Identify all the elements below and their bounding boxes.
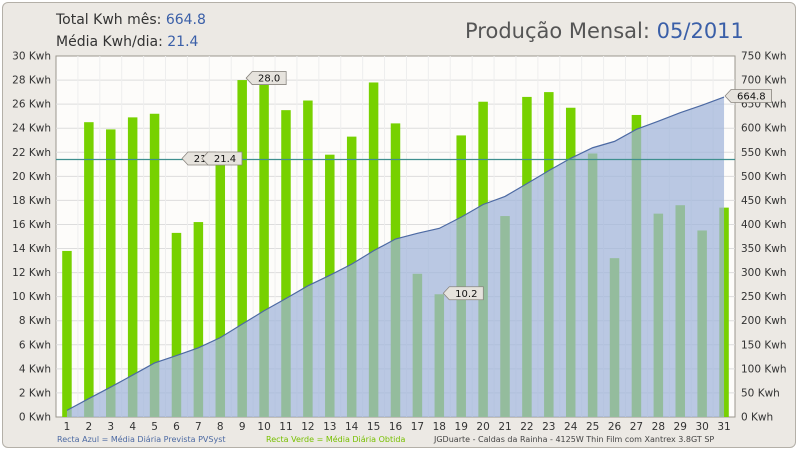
y-right-tick-label: 0 Kwh — [741, 412, 773, 424]
bar — [237, 80, 247, 418]
min-callout-label: 10.2 — [455, 289, 477, 300]
x-tick-label: 9 — [239, 421, 246, 433]
y-left-tick-label: 0 Kwh — [19, 412, 51, 424]
bar — [171, 232, 182, 417]
min-callout-label-box — [442, 286, 484, 301]
y-left-tick-label: 26 Kwh — [12, 99, 51, 111]
x-tick-label: 12 — [301, 421, 314, 433]
chart-title: Produção Mensal: 05/2011 — [465, 19, 744, 43]
y-left-tick-label: 18 Kwh — [12, 195, 51, 207]
x-tick-label: 24 — [564, 421, 578, 433]
y-right-tick-label: 450 Kwh — [741, 195, 787, 207]
bar — [281, 110, 291, 418]
y-left-tick-label: 6 Kwh — [19, 339, 51, 351]
y-right-tick-label: 100 Kwh — [741, 363, 787, 375]
x-tick-label: 28 — [652, 421, 665, 433]
y-right-tick-label: 50 Kwh — [741, 387, 780, 399]
total-kwh-line: Total Kwh mês: 664.8 — [56, 12, 206, 28]
bar — [127, 117, 138, 418]
y-left-tick-label: 24 Kwh — [12, 123, 51, 135]
y-left-tick-label: 8 Kwh — [19, 315, 51, 327]
chart-title-period: 05/2011 — [656, 19, 744, 43]
y-left-tick-label: 4 Kwh — [19, 363, 51, 375]
y-left-tick-label: 10 Kwh — [12, 291, 51, 303]
chart-credits: JGDuarte - Caldas da Rainha - 4125W Thin… — [434, 435, 715, 444]
bar — [259, 82, 269, 418]
x-tick-label: 18 — [433, 421, 446, 433]
total-callout-label-box — [724, 89, 772, 103]
x-tick-label: 30 — [695, 421, 708, 433]
avg-callout-label-right: 21.4 — [214, 154, 236, 165]
x-tick-label: 14 — [345, 421, 359, 433]
avg-callout-label-right-box — [201, 151, 243, 166]
bar — [84, 122, 94, 417]
y-left-tick-label: 22 Kwh — [12, 147, 51, 159]
x-tick-label: 17 — [411, 421, 424, 433]
bar — [368, 82, 379, 418]
y-right-tick-label: 400 Kwh — [741, 219, 787, 231]
x-tick-label: 21 — [498, 421, 511, 433]
x-tick-label: 11 — [279, 421, 292, 433]
avg-kwh-line: Média Kwh/dia: 21.4 — [56, 34, 198, 50]
x-tick-label: 2 — [86, 421, 93, 433]
avg-kwh-label: Média Kwh/dia: — [56, 34, 163, 50]
x-tick-label: 13 — [323, 421, 336, 433]
x-tick-label: 3 — [107, 421, 114, 433]
y-right-tick-label: 600 Kwh — [741, 123, 787, 135]
x-tick-label: 1 — [64, 421, 71, 433]
x-tick-label: 7 — [195, 421, 202, 433]
y-left-tick-label: 14 Kwh — [12, 243, 51, 255]
y-right-tick-label: 550 Kwh — [741, 147, 787, 159]
y-left-tick-label: 20 Kwh — [12, 171, 51, 183]
y-right-tick-label: 200 Kwh — [741, 315, 787, 327]
avg-kwh-value: 21.4 — [167, 34, 199, 50]
y-right-tick-label: 300 Kwh — [741, 267, 787, 279]
cumulative-line — [66, 96, 725, 411]
bar — [215, 163, 226, 417]
y-right-tick-label: 500 Kwh — [741, 171, 787, 183]
x-tick-label: 26 — [608, 421, 622, 433]
avg-callout-label-left: 21. — [194, 154, 210, 165]
total-callout-label: 664.8 — [737, 92, 766, 103]
y-right-tick-label: 150 Kwh — [741, 339, 787, 351]
y-right-tick-label: 250 Kwh — [741, 291, 787, 303]
y-left-tick-label: 30 Kwh — [12, 51, 51, 63]
green-line-legend: Recta Verde = Média Diária Obtida — [266, 435, 406, 444]
y-right-tick-label: 350 Kwh — [741, 243, 787, 255]
y-right-tick-label: 750 Kwh — [741, 51, 787, 63]
x-tick-label: 16 — [389, 421, 403, 433]
bar — [62, 250, 72, 417]
x-tick-label: 10 — [257, 421, 270, 433]
x-tick-label: 8 — [217, 421, 224, 433]
y-left-tick-label: 28 Kwh — [12, 75, 51, 87]
x-tick-label: 27 — [630, 421, 643, 433]
x-tick-label: 22 — [520, 421, 533, 433]
bar — [149, 113, 160, 417]
y-left-tick-label: 16 Kwh — [12, 219, 51, 231]
x-tick-label: 4 — [129, 421, 136, 433]
blue-line-legend: Recta Azul = Média Diária Prevista PVSys… — [57, 435, 226, 444]
bar — [303, 100, 313, 418]
bar — [193, 222, 204, 417]
bar — [106, 129, 116, 418]
chart-title-label: Produção Mensal: — [465, 19, 650, 43]
max-callout-label: 28.0 — [258, 74, 280, 85]
max-callout-label-box — [245, 71, 287, 85]
y-left-tick-label: 2 Kwh — [19, 387, 51, 399]
total-kwh-label: Total Kwh mês: — [56, 12, 162, 28]
x-tick-label: 6 — [173, 421, 180, 433]
y-right-tick-label: 700 Kwh — [741, 75, 787, 87]
x-tick-label: 29 — [674, 421, 687, 433]
cumulative-area — [66, 97, 725, 418]
x-tick-label: 5 — [151, 421, 158, 433]
total-kwh-value: 664.8 — [165, 12, 206, 28]
x-tick-label: 15 — [367, 421, 380, 433]
x-tick-label: 25 — [586, 421, 599, 433]
y-left-tick-label: 12 Kwh — [12, 267, 51, 279]
x-tick-label: 20 — [476, 421, 489, 433]
x-tick-label: 19 — [455, 421, 468, 433]
x-tick-label: 31 — [717, 421, 730, 433]
x-tick-label: 23 — [542, 421, 555, 433]
